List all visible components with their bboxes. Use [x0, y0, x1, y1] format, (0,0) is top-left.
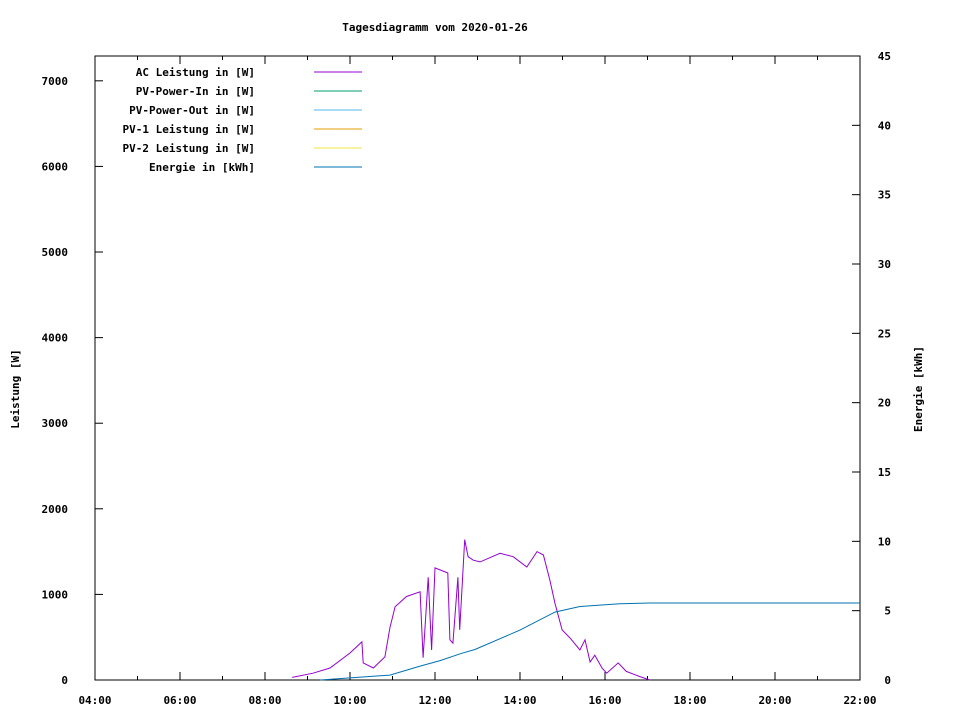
y2-tick-label: 45 [878, 50, 891, 63]
y2-tick-label: 40 [878, 119, 891, 132]
y2-tick-label: 5 [884, 605, 891, 618]
series-line [320, 602, 860, 681]
legend-label: Energie in [kWh] [149, 161, 255, 174]
legend-label: PV-1 Leistung in [W] [123, 123, 255, 136]
y-tick-label: 5000 [42, 246, 69, 259]
legend-label: PV-Power-Out in [W] [129, 104, 255, 117]
x-tick-label: 20:00 [758, 694, 791, 707]
y2-tick-label: 15 [878, 466, 891, 479]
y2-tick-label: 10 [878, 535, 891, 548]
x-tick-label: 10:00 [333, 694, 366, 707]
x-tick-label: 06:00 [163, 694, 196, 707]
x-tick-label: 22:00 [843, 694, 876, 707]
y-tick-label: 2000 [42, 503, 69, 516]
y-tick-label: 6000 [42, 160, 69, 173]
x-tick-label: 16:00 [588, 694, 621, 707]
legend-label: PV-2 Leistung in [W] [123, 142, 255, 155]
x-tick-label: 14:00 [503, 694, 536, 707]
y-tick-label: 0 [61, 674, 68, 687]
y2-tick-label: 35 [878, 189, 891, 202]
y-axis-label: Leistung [W] [9, 349, 22, 428]
series-line [292, 539, 651, 681]
y2-tick-label: 25 [878, 327, 891, 340]
y-tick-label: 3000 [42, 417, 69, 430]
y2-tick-label: 20 [878, 397, 891, 410]
legend-label: AC Leistung in [W] [136, 66, 255, 79]
y-tick-label: 4000 [42, 332, 69, 345]
x-tick-label: 08:00 [248, 694, 281, 707]
x-tick-label: 04:00 [78, 694, 111, 707]
chart-title: Tagesdiagramm vom 2020-01-26 [342, 21, 528, 34]
y-tick-label: 1000 [42, 588, 69, 601]
x-tick-label: 18:00 [673, 694, 706, 707]
x-tick-label: 12:00 [418, 694, 451, 707]
y2-axis-label: Energie [kWh] [912, 346, 925, 432]
y2-tick-label: 0 [884, 674, 891, 687]
y-tick-label: 7000 [42, 75, 69, 88]
y2-tick-label: 30 [878, 258, 891, 271]
legend-label: PV-Power-In in [W] [136, 85, 255, 98]
